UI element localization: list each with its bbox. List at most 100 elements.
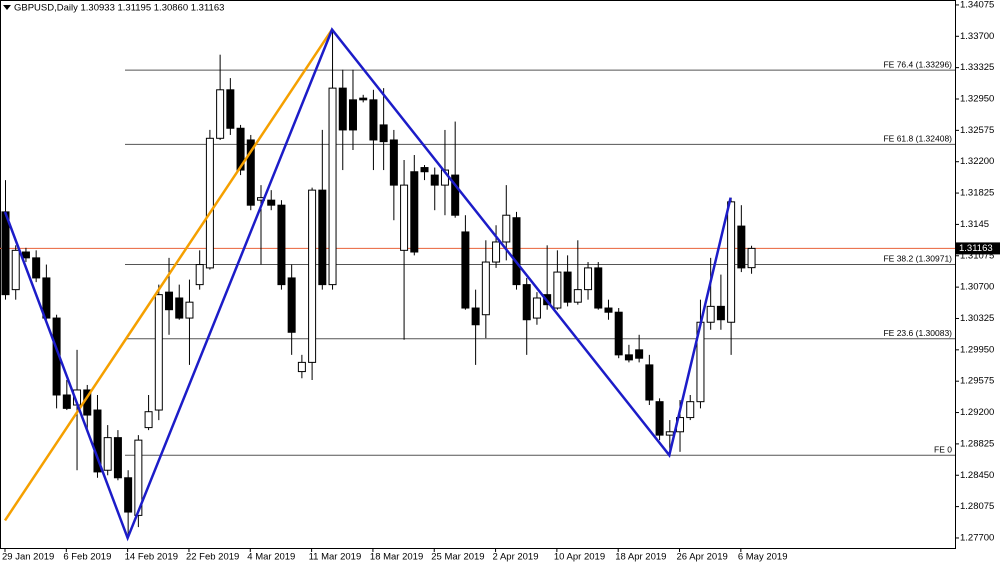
candle-body bbox=[318, 189, 327, 286]
candle-body bbox=[185, 301, 194, 319]
y-tick-label: 1.32950 bbox=[960, 94, 994, 105]
current-price-label: 1.31163 bbox=[959, 243, 993, 254]
y-tick-label: 1.29575 bbox=[960, 376, 994, 387]
candle-body bbox=[553, 271, 562, 309]
candle-body bbox=[747, 247, 756, 269]
fibo-level-label: FE 61.8 (1.32408) bbox=[883, 134, 952, 144]
x-tick-label: 29 Jan 2019 bbox=[2, 552, 54, 563]
candle-body bbox=[471, 307, 480, 326]
candle-body bbox=[277, 204, 286, 286]
candle-body bbox=[624, 354, 633, 361]
y-tick-label: 1.27700 bbox=[960, 532, 994, 543]
candle-body bbox=[328, 87, 337, 286]
candle-body bbox=[359, 97, 368, 101]
candle-body bbox=[1, 211, 10, 296]
candle-body bbox=[379, 124, 388, 143]
candle-body bbox=[706, 305, 715, 323]
candle-body bbox=[62, 394, 71, 409]
y-tick-label: 1.31075 bbox=[960, 250, 994, 261]
x-tick-label: 18 Apr 2019 bbox=[615, 552, 666, 563]
candle-body bbox=[716, 305, 725, 321]
candle-body bbox=[645, 364, 654, 401]
y-tick-label: 1.28075 bbox=[960, 501, 994, 512]
y-tick-label: 1.3145 bbox=[960, 219, 989, 230]
trendline bbox=[3, 28, 334, 522]
candle-body bbox=[32, 257, 41, 279]
candle-body bbox=[165, 291, 174, 311]
candle-body bbox=[655, 401, 664, 436]
x-tick-label: 2 Apr 2019 bbox=[493, 552, 539, 563]
chart-title: GBPUSD,Daily 1.30933 1.31195 1.30860 1.3… bbox=[14, 3, 224, 14]
candle-body bbox=[113, 437, 122, 479]
x-tick-label: 25 Mar 2019 bbox=[431, 552, 484, 563]
trendline bbox=[3, 27, 732, 542]
y-tick-label: 1.29200 bbox=[960, 407, 994, 418]
candle-body bbox=[512, 217, 521, 286]
candle-body bbox=[308, 189, 317, 363]
x-tick-label: 11 Mar 2019 bbox=[309, 552, 362, 563]
candle-body bbox=[737, 225, 746, 269]
candle-body bbox=[665, 431, 674, 436]
candle-body bbox=[124, 477, 133, 513]
candle-body bbox=[563, 271, 572, 303]
candle-body bbox=[175, 297, 184, 319]
candle-body bbox=[297, 361, 306, 373]
candle-body bbox=[635, 349, 644, 359]
candle-body bbox=[42, 277, 51, 319]
x-tick-label: 26 Apr 2019 bbox=[677, 552, 728, 563]
candle-body bbox=[420, 167, 429, 173]
candle-body bbox=[93, 409, 102, 473]
candle-body bbox=[267, 199, 276, 206]
candle-body bbox=[614, 311, 623, 356]
candle-body bbox=[532, 297, 541, 319]
candle-body bbox=[584, 267, 593, 291]
fibo-level-label: FE 76.4 (1.33296) bbox=[883, 59, 952, 69]
candle-body bbox=[11, 249, 20, 291]
candle-body bbox=[226, 89, 235, 129]
y-tick-label: 1.33325 bbox=[960, 62, 994, 73]
candle-body bbox=[430, 174, 439, 186]
y-tick-label: 1.28825 bbox=[960, 438, 994, 449]
candle-body bbox=[594, 267, 603, 309]
candle-body bbox=[522, 284, 531, 321]
current-price-tag bbox=[956, 242, 1000, 255]
y-tick-label: 1.32575 bbox=[960, 125, 994, 136]
x-tick-label: 22 Feb 2019 bbox=[186, 552, 239, 563]
candle-body bbox=[686, 401, 695, 419]
candle-body bbox=[492, 241, 501, 263]
fibo-level-label: FE 0 bbox=[934, 444, 952, 454]
x-tick-label: 6 Feb 2019 bbox=[63, 552, 111, 563]
fibo-level-label: FE 38.2 (1.30971) bbox=[883, 254, 952, 264]
candle-body bbox=[154, 294, 163, 411]
x-tick-label: 18 Mar 2019 bbox=[370, 552, 423, 563]
candle-body bbox=[338, 87, 347, 131]
candle-body bbox=[573, 289, 582, 303]
candle-body bbox=[216, 89, 225, 139]
candle-body bbox=[195, 264, 204, 286]
title-marker bbox=[3, 5, 11, 10]
candle-body bbox=[461, 231, 470, 309]
candle-body bbox=[144, 411, 153, 429]
candle-body bbox=[103, 437, 112, 471]
candle-body bbox=[287, 277, 296, 333]
candle-body bbox=[400, 184, 409, 251]
x-tick-label: 4 Mar 2019 bbox=[247, 552, 295, 563]
candle-body bbox=[369, 99, 378, 141]
x-tick-label: 10 Apr 2019 bbox=[554, 552, 605, 563]
candle-body bbox=[727, 201, 736, 323]
candle-body bbox=[21, 251, 30, 259]
fibo-level-label: FE 23.6 (1.30083) bbox=[883, 328, 952, 338]
candle-body bbox=[134, 439, 143, 516]
candle-body bbox=[481, 261, 490, 316]
y-tick-label: 1.28450 bbox=[960, 470, 994, 481]
y-tick-label: 1.32200 bbox=[960, 156, 994, 167]
y-tick-label: 1.29950 bbox=[960, 344, 994, 355]
candle-body bbox=[410, 171, 419, 253]
candle-body bbox=[348, 99, 357, 131]
y-tick-label: 1.31825 bbox=[960, 188, 994, 199]
plot-frame bbox=[0, 0, 956, 549]
candle-body bbox=[502, 214, 511, 243]
y-tick-label: 1.34075 bbox=[960, 0, 994, 10]
candle-body bbox=[451, 174, 460, 216]
